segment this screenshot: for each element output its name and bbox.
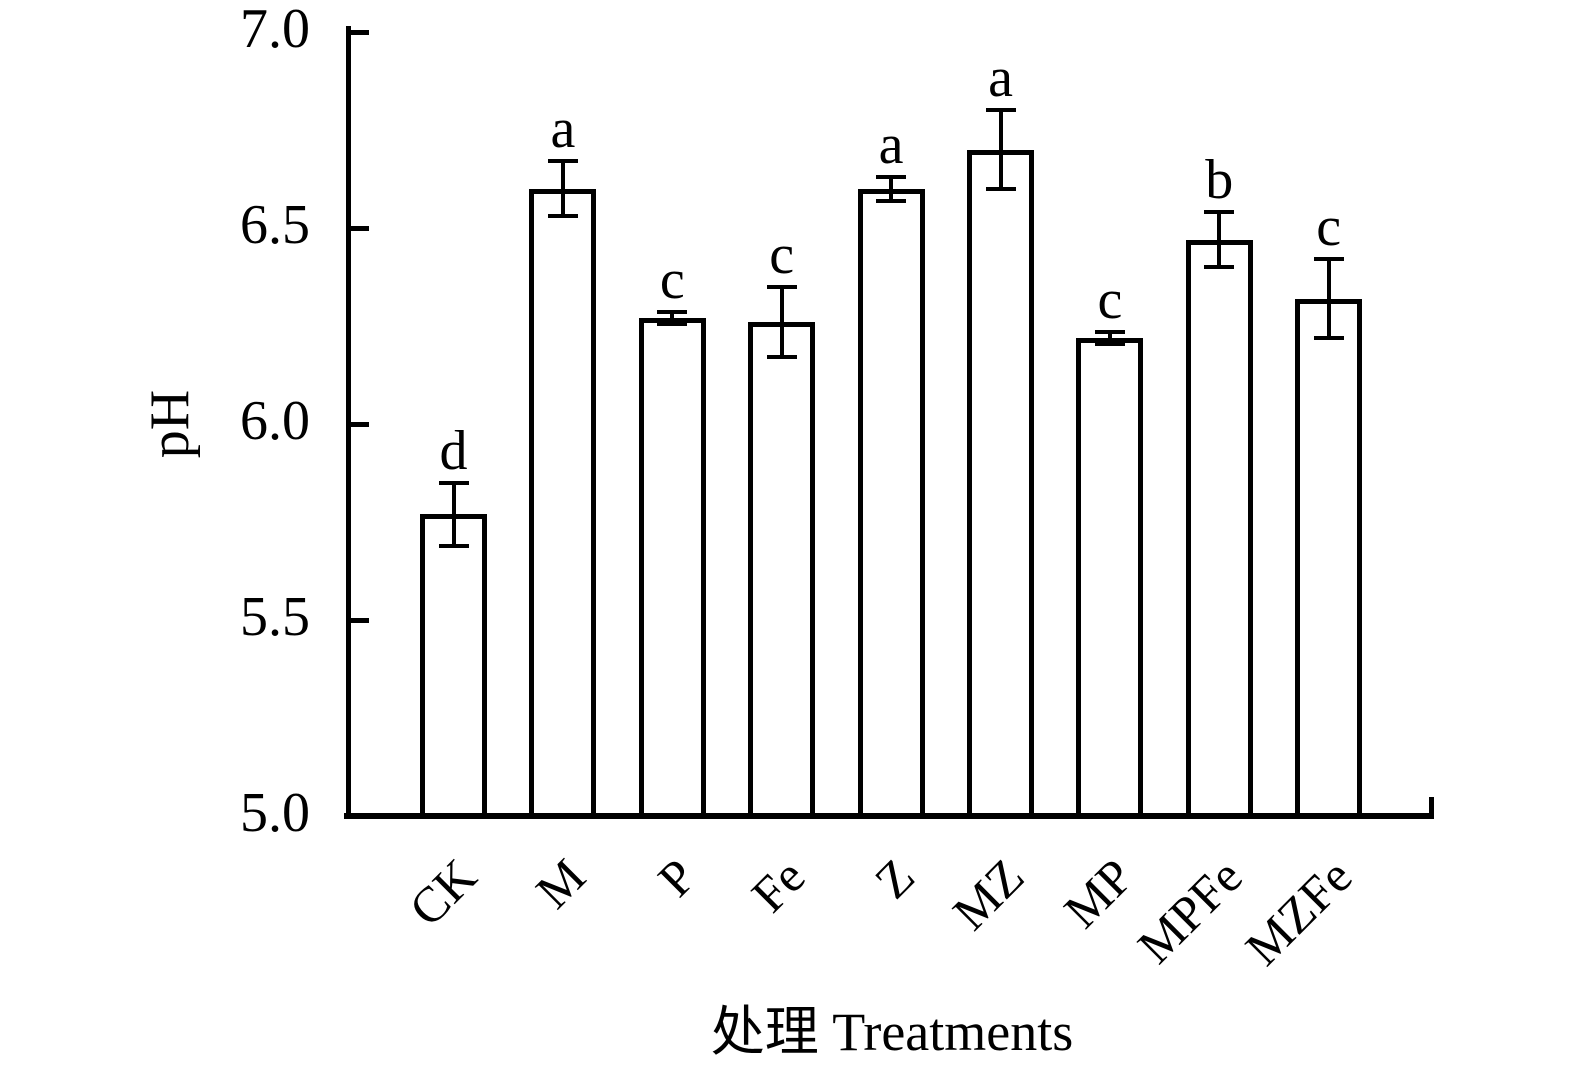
bar-p [638,318,706,818]
y-tick [351,618,369,623]
error-bar-cap-top [1094,329,1125,334]
x-tick-label-z: Z [863,847,925,910]
error-bar-cap-bottom [1313,335,1344,340]
error-bar-cap-bottom [766,355,797,360]
bar-mp [1076,337,1144,818]
x-tick-label-mzfe: MZFe [1234,847,1363,976]
x-tick-label-ck: CK [398,847,487,937]
y-tick-label: 6.0 [240,390,310,453]
bar-mpfe [1185,239,1253,818]
error-bar-cap-bottom [985,186,1016,191]
error-bar-line [1217,212,1222,268]
error-bar-cap-top [657,310,688,315]
error-bar-line [998,110,1003,189]
y-tick [351,30,369,35]
bar-ck [420,514,487,818]
sig-letter: c [659,249,685,312]
sig-letter: a [988,47,1013,110]
y-tick [351,422,369,427]
sig-letter: a [878,114,904,177]
sig-letter: c [1316,196,1342,259]
x-tick-label-mpfe: MPFe [1126,847,1253,974]
bar-mzfe [1295,298,1363,818]
error-bar-line [451,482,456,546]
error-bar-line [889,177,894,201]
error-bar-line [1107,331,1112,344]
error-bar-cap-top [438,480,469,485]
error-bar-cap-top [985,108,1016,113]
x-tick-label-fe: Fe [740,847,816,923]
x-axis-end-tick [1429,797,1434,813]
error-bar-cap-bottom [657,322,688,327]
error-bar-cap-bottom [438,543,469,548]
bar-m [529,188,597,818]
error-bar-cap-bottom [1204,265,1235,270]
error-bar-cap-bottom [1094,341,1125,346]
bar-z [857,188,925,818]
y-tick-label: 5.0 [240,782,310,845]
error-bar-line [670,312,675,325]
error-bar-cap-top [766,284,797,289]
error-bar-line [560,161,565,217]
error-bar-cap-bottom [876,198,907,203]
y-tick-label: 5.5 [240,586,310,649]
bar-mz [967,149,1034,818]
error-bar-line [779,286,784,358]
x-tick-label-m: M [525,847,597,919]
error-bar-line [1326,259,1331,338]
error-bar-cap-top [547,159,578,164]
error-bar-cap-top [1204,210,1235,215]
error-bar-cap-bottom [547,214,578,219]
sig-letter: a [550,98,576,161]
x-axis-title: 处理 Treatments [710,1002,1074,1062]
bar-fe [748,322,816,818]
y-tick-label: 7.0 [240,0,310,61]
sig-letter: d [439,419,468,482]
y-tick-label: 6.5 [240,194,310,257]
x-tick-label-mz: MZ [941,847,1034,941]
sig-letter: b [1205,149,1234,212]
x-tick-label-mp: MP [1052,847,1144,939]
y-tick [351,226,369,231]
x-tick-label-p: P [646,847,706,908]
sig-letter: c [1097,268,1123,331]
error-bar-cap-top [1313,257,1344,262]
y-axis-line [346,26,351,819]
error-bar-cap-top [876,175,907,180]
sig-letter: c [769,223,795,286]
